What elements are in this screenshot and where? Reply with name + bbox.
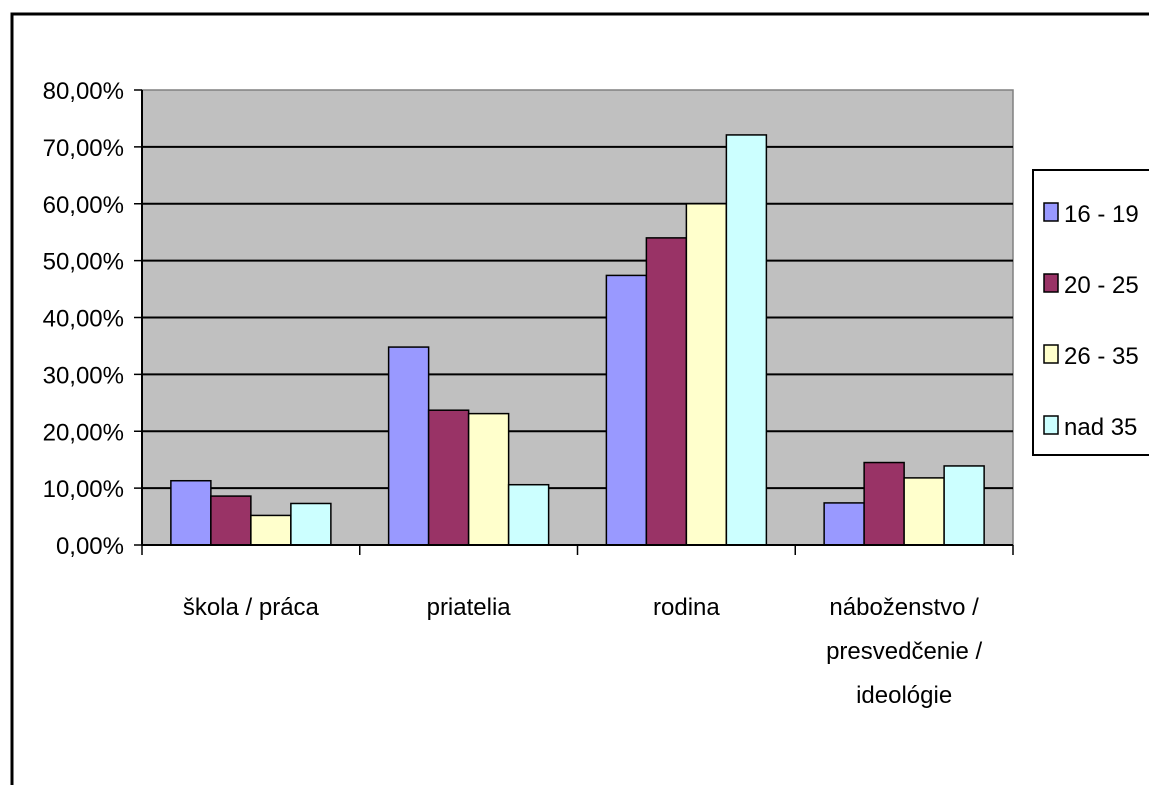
y-tick-label: 80,00%: [43, 78, 124, 105]
axes: [134, 89, 1014, 555]
y-tick-label: 60,00%: [43, 192, 124, 219]
legend-label: 20 - 25: [1064, 272, 1139, 299]
bar: [685, 203, 728, 546]
y-tick-label: 10,00%: [43, 476, 124, 503]
bars: [170, 134, 985, 546]
legend-swatch: [1043, 415, 1059, 435]
x-category-label: ideológie: [856, 682, 952, 709]
legend-label: 26 - 35: [1064, 343, 1139, 370]
y-tick-label: 50,00%: [43, 249, 124, 276]
bar: [605, 274, 648, 546]
x-category-label: škola / práca: [183, 594, 320, 621]
legend-swatch: [1043, 202, 1059, 222]
legend-swatch: [1043, 273, 1059, 293]
bar: [210, 495, 252, 546]
bar: [250, 514, 292, 546]
legend-swatch: [1043, 344, 1059, 364]
bar: [427, 409, 470, 546]
x-category-label: rodina: [653, 594, 720, 621]
x-category-label: presvedčenie /: [826, 638, 982, 665]
y-tick-label: 30,00%: [43, 362, 124, 389]
x-category-label: náboženstvo /: [829, 594, 979, 621]
bar: [943, 465, 985, 546]
bar: [170, 479, 212, 546]
bar: [387, 346, 430, 546]
bar: [823, 502, 865, 546]
x-axis-category-labels: škola / práca priatelia rodina náboženstvo …: [183, 594, 983, 709]
legend: 16 - 19 20 - 25 26 - 35 nad 35: [1032, 169, 1149, 456]
bar: [467, 412, 510, 546]
bar: [903, 477, 945, 546]
bar: [290, 502, 332, 546]
bar: [645, 237, 688, 546]
bar: [725, 134, 768, 546]
legend-label: 16 - 19: [1064, 201, 1139, 228]
y-tick-label: 40,00%: [43, 306, 124, 333]
bar: [507, 483, 550, 546]
bar: [863, 461, 905, 546]
y-tick-label: 0,00%: [56, 533, 124, 560]
y-tick-label: 70,00%: [43, 135, 124, 162]
y-axis-tick-labels: 0,00% 10,00% 20,00% 30,00% 40,00% 50,00% 60,00…: [43, 78, 124, 560]
y-tick-label: 20,00%: [43, 419, 124, 446]
x-category-label: priatelia: [427, 594, 512, 621]
legend-label: nad 35: [1064, 414, 1137, 441]
gridlines: [142, 145, 1013, 490]
